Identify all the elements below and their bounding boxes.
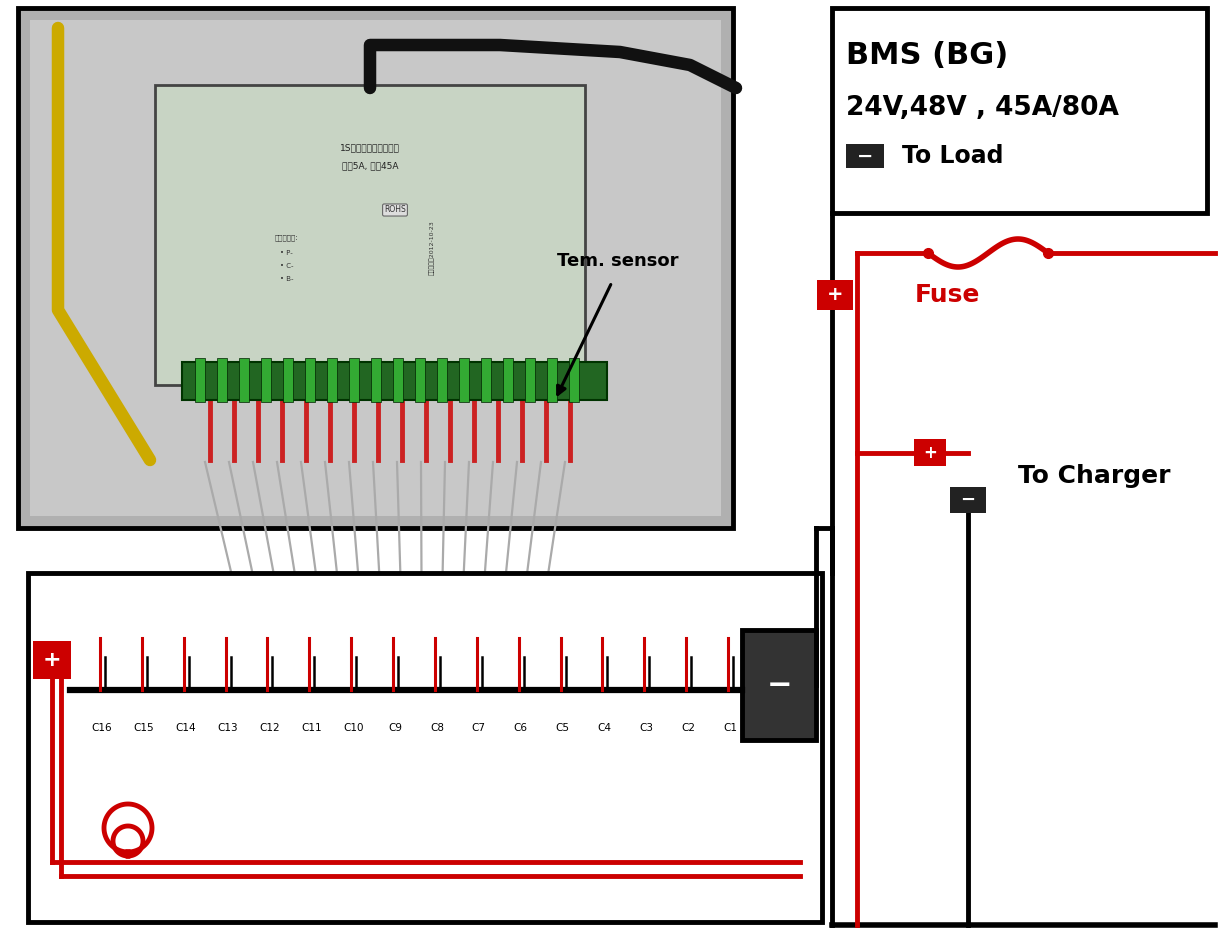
Text: C11: C11	[301, 723, 322, 733]
Bar	[182, 362, 607, 400]
Bar	[436, 358, 447, 402]
Bar	[914, 439, 946, 466]
Bar	[33, 641, 71, 679]
Bar	[217, 358, 227, 402]
Bar	[261, 358, 271, 402]
Text: +: +	[43, 650, 61, 670]
Bar	[283, 358, 293, 402]
Bar	[569, 358, 579, 402]
Text: C6: C6	[513, 723, 528, 733]
Text: 1S非铁锂电池组保护板: 1S非铁锂电池组保护板	[340, 143, 400, 152]
Text: Tem. sensor: Tem. sensor	[557, 252, 679, 270]
Text: C7: C7	[472, 723, 486, 733]
Text: +: +	[826, 285, 844, 305]
Text: C16: C16	[91, 723, 112, 733]
Bar	[833, 8, 1207, 213]
Bar	[195, 358, 205, 402]
Text: • P-: • P-	[280, 250, 293, 256]
Bar	[503, 358, 513, 402]
Text: −: −	[961, 491, 975, 509]
Text: C1: C1	[723, 723, 737, 733]
Text: To Load: To Load	[902, 144, 1003, 168]
Bar	[239, 358, 249, 402]
Bar	[371, 358, 382, 402]
Bar	[742, 630, 816, 740]
Text: C12: C12	[260, 723, 280, 733]
Bar	[547, 358, 557, 402]
Bar	[482, 358, 491, 402]
Bar	[305, 358, 315, 402]
Text: • C-: • C-	[280, 263, 294, 269]
Text: +: +	[923, 444, 937, 462]
Bar	[155, 85, 585, 385]
Text: C3: C3	[639, 723, 653, 733]
Bar	[393, 358, 403, 402]
Text: C4: C4	[597, 723, 612, 733]
Bar	[327, 358, 336, 402]
Bar	[525, 358, 535, 402]
Text: C13: C13	[217, 723, 238, 733]
Text: To Charger: To Charger	[1018, 465, 1170, 488]
Bar	[846, 144, 884, 168]
Bar	[460, 358, 469, 402]
Text: 接线水盘图:: 接线水盘图:	[275, 235, 299, 241]
Text: C9: C9	[388, 723, 402, 733]
Text: Fuse: Fuse	[915, 283, 980, 307]
Bar	[30, 20, 720, 516]
Text: ROHS: ROHS	[384, 206, 406, 214]
Text: C15: C15	[134, 723, 154, 733]
Text: • B-: • B-	[280, 276, 294, 282]
Text: 充电5A, 放电45A: 充电5A, 放电45A	[341, 162, 399, 170]
Text: −: −	[857, 147, 873, 165]
Bar	[28, 573, 822, 922]
Bar	[18, 8, 733, 528]
Bar	[817, 280, 853, 310]
Text: 24V,48V , 45A/80A: 24V,48V , 45A/80A	[846, 95, 1119, 121]
Text: −: −	[767, 670, 792, 699]
Text: BMS (BG): BMS (BG)	[846, 41, 1008, 70]
Text: C10: C10	[343, 723, 363, 733]
Bar	[414, 358, 425, 402]
Text: 制作日期：2012-10-23: 制作日期：2012-10-23	[429, 221, 435, 276]
Bar	[950, 487, 986, 513]
Text: C2: C2	[681, 723, 695, 733]
Bar	[349, 358, 360, 402]
Text: C5: C5	[556, 723, 569, 733]
Text: C14: C14	[176, 723, 196, 733]
Text: C8: C8	[430, 723, 444, 733]
